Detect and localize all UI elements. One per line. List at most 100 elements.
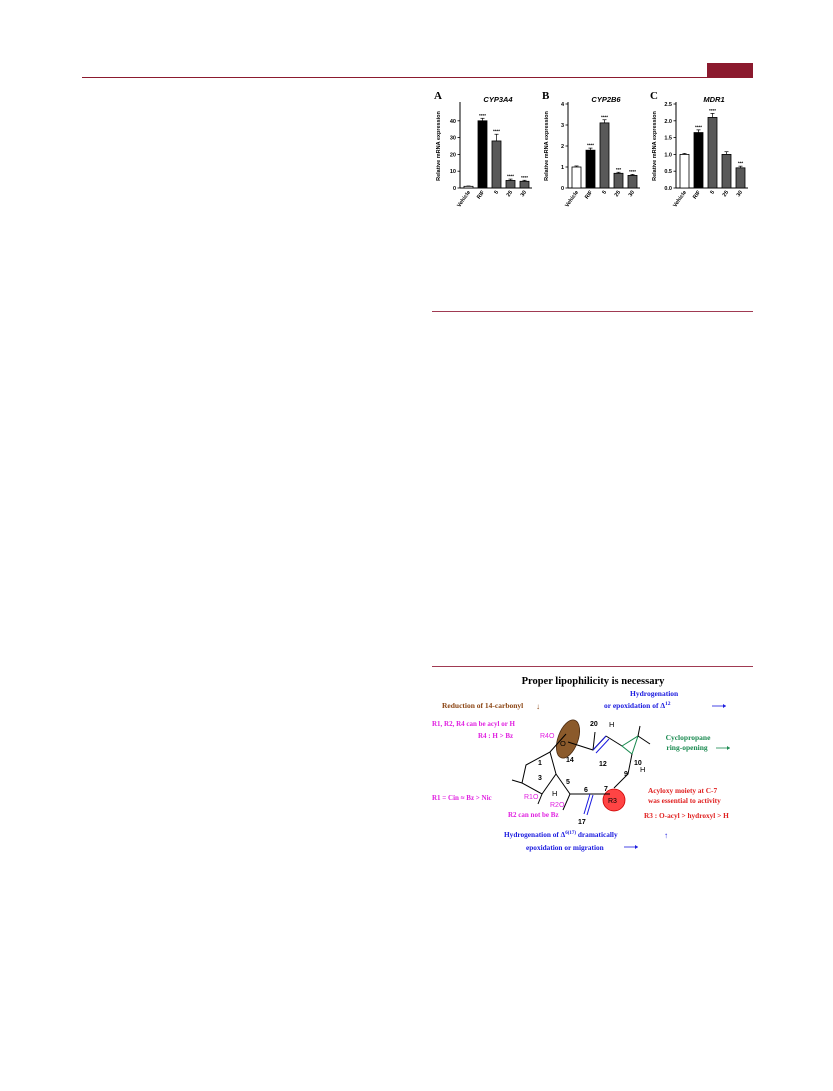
y-tick-label: 30 xyxy=(450,136,456,142)
hydrogenation-label: Hydrogenation xyxy=(630,689,679,698)
x-tick-label: 25 xyxy=(614,190,622,198)
epoxidation-label: or epoxidation of Δ12 xyxy=(604,701,671,710)
x-tick-label: Vehicle xyxy=(672,190,688,209)
x-tick-label: 30 xyxy=(736,190,744,198)
x-tick-label: 25 xyxy=(722,190,730,198)
chart-panel-c: C MDR1 Relative mRNA expression 0.0 0.5 1.0 1.… xyxy=(650,90,748,209)
y-tick-label: 2.5 xyxy=(664,102,672,108)
reduction-label: Reduction of 14-carbonyl xyxy=(442,701,523,710)
significance-label: **** xyxy=(479,113,486,118)
significance-label: **** xyxy=(587,143,594,148)
significance-label: *** xyxy=(738,161,744,166)
r4-label: R4 : H > Bz xyxy=(478,732,513,740)
r1o-label: R1O xyxy=(524,794,539,801)
bar xyxy=(505,180,516,189)
bar xyxy=(735,167,746,189)
atom-12: 12 xyxy=(599,761,607,768)
y-tick-label: 4 xyxy=(561,102,565,108)
significance-label: **** xyxy=(601,114,608,119)
atom-5: 5 xyxy=(566,779,570,786)
x-tick-label: Vehicle xyxy=(564,190,580,209)
atom-H-3: H xyxy=(552,789,557,798)
y-axis-label: Relative mRNA expression xyxy=(652,110,658,180)
x-tick-label: RIF xyxy=(692,189,702,200)
significance-label: *** xyxy=(616,167,622,172)
y-tick-label: 0.0 xyxy=(664,186,672,192)
bar xyxy=(721,154,732,189)
bar xyxy=(491,140,502,189)
significance-label: **** xyxy=(521,175,528,180)
y-tick-label: 2 xyxy=(561,144,564,150)
ring-opening-label: ring-opening xyxy=(666,743,708,752)
cyclopropane-label: Cyclopropane xyxy=(666,733,712,742)
up-arrow-icon: ↑ xyxy=(664,831,668,840)
chart-title: MDR1 xyxy=(703,95,724,104)
significance-label: **** xyxy=(629,169,636,174)
r-acyl-label: R1, R2, R4 can be acyl or H xyxy=(432,720,515,728)
highlighted-bonds xyxy=(583,735,610,816)
y-tick-label: 1.5 xyxy=(664,136,672,142)
chart-title: CYP3A4 xyxy=(483,95,513,104)
sar-summary-figure: Proper lipophilicity is necessary Reduct… xyxy=(432,676,730,852)
r3-label: R3 xyxy=(608,798,617,805)
r4o-label: R4O xyxy=(540,733,555,740)
panel-letter: B xyxy=(542,90,550,102)
y-tick-label: 2.0 xyxy=(664,119,672,125)
x-tick-label: Vehicle xyxy=(456,190,472,209)
sar-title: Proper lipophilicity is necessary xyxy=(522,676,666,687)
down-arrow-icon: ↓ xyxy=(536,702,540,711)
acyloxy-label-1: Acyloxy moiety at C-7 xyxy=(648,786,717,795)
y-axis-label: Relative mRNA expression xyxy=(436,110,442,180)
atom-1: 1 xyxy=(538,760,542,767)
significance-label: **** xyxy=(709,108,716,113)
header-rule xyxy=(82,77,753,78)
significance-label: **** xyxy=(493,129,500,134)
x-tick-label: RIF xyxy=(584,189,594,200)
significance-label: **** xyxy=(507,174,514,179)
atom-3: 3 xyxy=(538,775,542,782)
x-tick-label: 30 xyxy=(520,190,528,198)
bar xyxy=(571,166,582,189)
atom-H-1: H xyxy=(609,720,614,729)
atom-H-2: H xyxy=(640,765,645,774)
acyloxy-label-2: was essential to activity xyxy=(648,796,721,805)
x-tick-label: RIF xyxy=(476,189,486,200)
y-tick-label: 0 xyxy=(453,186,456,192)
significance-label: **** xyxy=(695,124,702,129)
bar xyxy=(463,185,474,189)
bar xyxy=(477,120,488,189)
atom-9: 9 xyxy=(624,771,628,778)
right-arrow-icon xyxy=(723,704,726,708)
r2o-label: R2O xyxy=(550,802,565,809)
carbonyl-highlight xyxy=(555,719,581,759)
x-tick-label: 5 xyxy=(493,190,500,196)
atom-6: 6 xyxy=(584,787,588,794)
chart-panel-b: B CYP2B6 Relative mRNA expression 0 1 2 3 4 Vehi… xyxy=(542,90,640,209)
x-tick-label: 30 xyxy=(628,190,636,198)
separator-line-2 xyxy=(432,666,753,667)
y-tick-label: 1.0 xyxy=(664,152,672,158)
separator-line-1 xyxy=(432,311,753,312)
r1-order-label: R1 = Cin ≈ Bz > Nic xyxy=(432,794,492,802)
r3-order-label: R3 : O-acyl > hydroxyl > H xyxy=(644,811,729,820)
y-tick-label: 1 xyxy=(561,165,564,171)
y-tick-label: 3 xyxy=(561,123,564,129)
bar xyxy=(627,175,638,189)
x-tick-label: 5 xyxy=(709,190,716,196)
r2-label: R2 can not be Bz xyxy=(508,811,559,819)
y-tick-label: 10 xyxy=(450,169,456,175)
y-tick-label: 0 xyxy=(561,186,564,192)
bar xyxy=(519,180,530,189)
atom-7: 7 xyxy=(604,786,608,793)
atom-O: O xyxy=(560,739,566,748)
atom-10: 10 xyxy=(634,760,642,767)
y-tick-label: 0.5 xyxy=(664,169,672,175)
x-tick-label: 5 xyxy=(601,190,608,196)
atom-14: 14 xyxy=(566,757,574,764)
bar xyxy=(693,132,704,189)
molecule-skeleton xyxy=(511,725,651,811)
chart-panel-a: A CYP3A4 Relative mRNA expression 0 10 20 30 40… xyxy=(434,90,532,209)
panel-letter: A xyxy=(434,90,442,102)
bar xyxy=(679,154,690,189)
